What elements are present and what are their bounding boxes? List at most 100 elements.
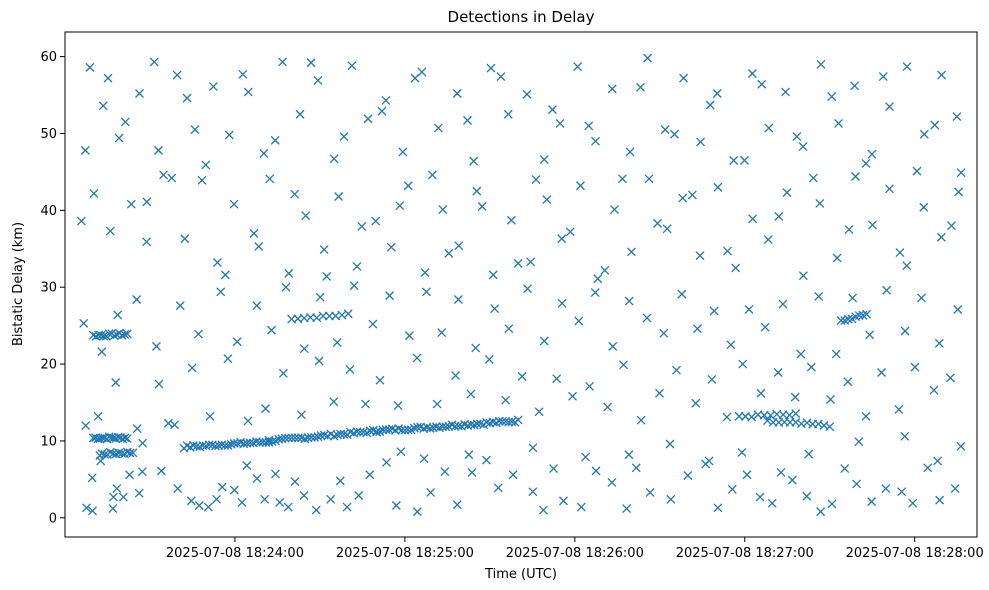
data-point-177 — [802, 418, 812, 428]
data-point-262 — [908, 498, 918, 508]
data-point-210 — [242, 461, 252, 470]
data-point-517 — [878, 72, 888, 82]
data-point-379 — [265, 174, 275, 184]
data-point-29 — [122, 329, 132, 339]
data-point-410 — [798, 271, 808, 281]
y-axis-label: Bistatic Delay (km) — [11, 222, 26, 346]
data-point-386 — [386, 242, 396, 252]
data-point-254 — [802, 491, 812, 501]
data-point-220 — [335, 476, 345, 486]
data-point-53 — [214, 441, 224, 451]
data-point-436 — [363, 114, 373, 124]
data-point-393 — [506, 215, 516, 225]
data-point-435 — [347, 61, 357, 71]
x-tick-label-0: 2025-07-08 18:24:00 — [166, 546, 304, 561]
data-point-175 — [791, 417, 801, 427]
data-point-293 — [552, 374, 562, 384]
data-point-538 — [933, 456, 943, 466]
data-point-428 — [224, 130, 234, 140]
data-point-260 — [881, 484, 891, 494]
data-point-376 — [212, 258, 222, 268]
data-point-85 — [313, 432, 323, 442]
data-point-515 — [844, 225, 854, 235]
data-point-250 — [755, 492, 765, 502]
data-point-421 — [98, 101, 108, 111]
data-point-352 — [692, 324, 702, 334]
x-tick-label-3: 2025-07-08 18:27:00 — [676, 546, 814, 561]
data-point-455 — [696, 137, 706, 147]
data-point-356 — [760, 322, 770, 332]
y-tick-label-6: 60 — [40, 50, 57, 65]
data-point-233 — [508, 470, 518, 480]
data-point-437 — [381, 95, 391, 105]
data-point-313 — [894, 404, 904, 414]
data-point-304 — [738, 359, 748, 369]
data-point-468 — [919, 129, 929, 139]
data-point-521 — [947, 221, 956, 231]
data-point-322 — [175, 301, 185, 311]
data-point-377 — [229, 199, 239, 209]
plot-area-frame — [64, 31, 978, 538]
data-point-502 — [617, 174, 627, 184]
data-point-297 — [619, 360, 628, 370]
data-point-508 — [723, 246, 732, 256]
data-point-252 — [776, 467, 786, 477]
data-point-440 — [433, 123, 443, 133]
x-tick-label-1: 2025-07-08 18:25:00 — [336, 546, 474, 561]
data-point-212 — [260, 494, 270, 504]
data-point-99 — [359, 427, 368, 437]
data-point-457 — [729, 155, 739, 165]
data-point-204 — [194, 501, 204, 510]
data-point-41 — [128, 448, 138, 458]
data-point-162 — [747, 412, 757, 422]
data-point-483 — [290, 189, 300, 199]
data-point-447 — [555, 119, 565, 128]
data-point-312 — [877, 368, 887, 377]
data-point-471 — [85, 62, 95, 72]
data-point-481 — [254, 241, 264, 251]
data-point-76 — [284, 433, 293, 443]
data-point-196 — [108, 504, 118, 514]
data-point-292 — [534, 407, 544, 417]
data-point-478 — [201, 160, 211, 170]
data-point-392 — [488, 270, 498, 280]
data-point-184 — [843, 314, 853, 324]
data-point-280 — [329, 397, 339, 407]
data-point-209 — [237, 497, 247, 507]
data-point-201 — [156, 466, 166, 476]
data-point-198 — [125, 470, 135, 480]
data-point-349 — [642, 313, 652, 323]
data-point-326 — [252, 301, 262, 311]
data-point-405 — [713, 182, 723, 192]
data-point-330 — [315, 292, 325, 302]
data-point-365 — [917, 293, 926, 303]
data-point-513 — [808, 173, 818, 183]
data-point-507 — [705, 100, 715, 110]
data-point-501 — [600, 265, 610, 275]
data-point-345 — [574, 316, 584, 326]
data-point-528 — [464, 450, 474, 460]
data-point-466 — [885, 102, 894, 112]
data-point-472 — [103, 73, 113, 83]
data-point-180 — [819, 420, 829, 430]
data-point-524 — [138, 438, 148, 448]
data-point-426 — [190, 125, 200, 135]
data-point-357 — [778, 299, 788, 309]
data-point-452 — [643, 53, 653, 63]
data-point-402 — [662, 224, 672, 234]
data-point-236 — [549, 464, 559, 474]
data-point-215 — [283, 502, 293, 512]
data-point-399 — [610, 205, 619, 215]
data-point-534 — [737, 447, 747, 457]
data-point-512 — [792, 132, 802, 141]
data-point-463 — [834, 119, 843, 128]
data-point-126 — [441, 422, 451, 432]
data-point-497 — [531, 175, 541, 185]
data-point-397 — [576, 181, 585, 191]
data-point-307 — [790, 392, 800, 402]
data-point-409 — [782, 188, 792, 198]
data-point-373 — [159, 170, 169, 180]
data-point-341 — [504, 324, 514, 334]
data-point-441 — [452, 89, 462, 98]
data-point-265 — [950, 484, 960, 494]
